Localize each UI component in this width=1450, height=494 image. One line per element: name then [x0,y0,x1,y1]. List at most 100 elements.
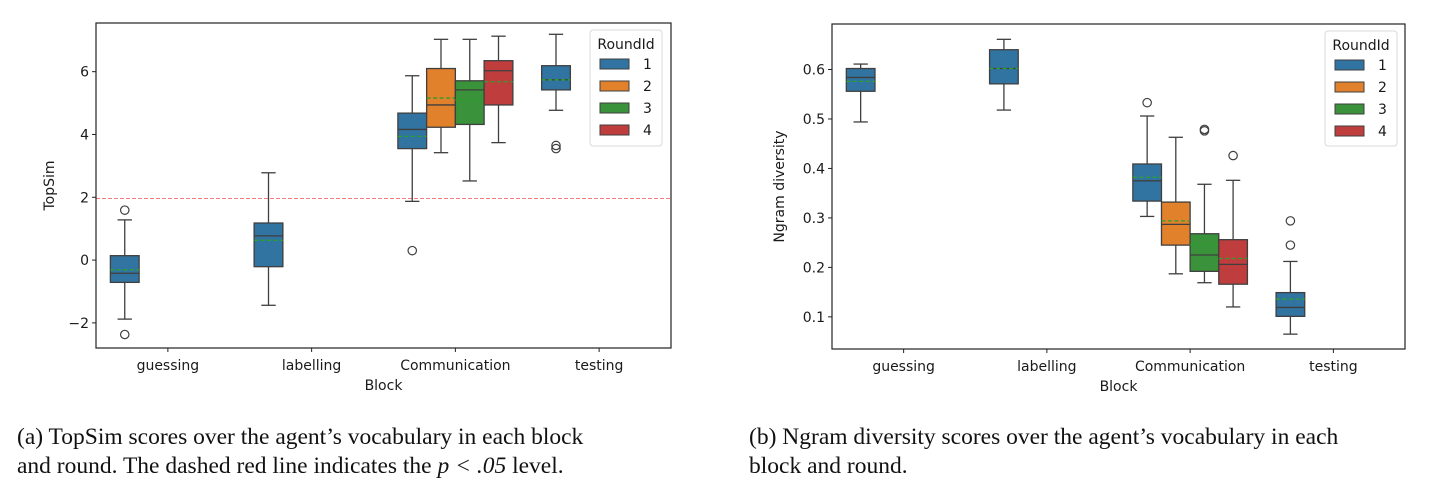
x-tick-label: testing [1309,359,1358,375]
legend-swatch [599,102,630,114]
y-tick-label: 0.6 [803,63,825,79]
x-tick-label: labelling [282,358,341,374]
box-communication-round-3 [454,38,485,182]
topsim-plot-marks [96,33,671,340]
topsim-chart: −2 0 2 4 6 guessing labelling Communication tes… [42,22,672,394]
legend-item-round-3: 3 [1334,102,1387,118]
topsim-plot-frame [95,22,672,349]
outlier-point [1285,240,1296,250]
box-guessing-round-1 [845,63,876,123]
box-communication-round-1 [1132,97,1163,218]
legend-swatch [599,58,630,70]
legend-label: 3 [643,101,652,117]
x-tick-label: testing [575,358,624,374]
outlier-point [119,329,130,340]
caption-a-line2-end: level. [506,453,564,479]
x-tick-label: Communication [1135,359,1245,375]
box-communication-round-1 [397,75,428,256]
iqr-box [1275,291,1306,318]
iqr-box [109,255,140,284]
legend-label: 3 [1378,102,1387,118]
outlier-point [1285,216,1296,226]
ngram-x-axis-label: Block [1100,379,1139,395]
iqr-box [454,80,485,126]
legend-label: 4 [1378,124,1387,140]
iqr-box [845,67,876,92]
ngram-y-axis: 0.1 0.2 0.3 0.4 0.5 0.6 [803,63,832,326]
iqr-box [1189,233,1220,272]
legend-item-round-3: 3 [599,101,652,117]
box-guessing-round-1 [109,205,140,340]
x-tick-label: labelling [1017,359,1076,375]
box-communication-round-4 [483,35,514,144]
y-tick-label: 0.3 [803,211,825,227]
iqr-box [1218,239,1249,285]
legend-item-round-2: 2 [599,79,652,95]
box-communication-round-2 [425,38,457,154]
iqr-box [397,112,428,150]
caption-b-line2: block and round. [749,453,908,479]
box-labelling-round-1 [988,38,1019,111]
iqr-box [540,65,572,91]
legend-item-round-4: 4 [1334,124,1387,140]
y-tick-label: 0.5 [803,112,825,128]
caption-a-line2: and round. The dashed red line indicates… [17,452,717,481]
legend-swatch [599,124,630,136]
topsim-y-axis-label: TopSim [42,160,58,211]
legend-label: 2 [1378,80,1387,96]
outlier-point [407,245,418,256]
legend-item-round-4: 4 [599,123,652,139]
box-communication-round-4 [1218,150,1249,308]
topsim-x-axis: guessing labelling Communication testing [137,348,624,374]
legend-swatch [1334,103,1365,115]
legend-label: 1 [643,57,652,73]
y-tick-label: 4 [80,127,89,143]
box-labelling-round-1 [253,172,284,306]
ngram-x-axis: guessing labelling Communication testing [872,349,1358,375]
y-tick-label: 0.2 [803,260,825,276]
box-communication-round-3 [1189,124,1220,284]
topsim-legend: RoundId 1 2 3 4 [589,29,663,147]
iqr-box [988,49,1019,85]
y-tick-label: 0.4 [803,161,825,177]
y-tick-label: 2 [80,190,89,206]
topsim-y-axis: −2 0 2 4 6 [68,65,96,332]
legend-item-round-1: 1 [599,57,652,73]
box-communication-round-2 [1160,136,1191,275]
iqr-box [1160,201,1191,246]
ngram-plot-marks [845,38,1306,335]
outlier-point [1142,97,1152,108]
caption-b-line1: (b) Ngram diversity scores over the agen… [749,424,1339,450]
y-tick-label: −2 [68,316,89,332]
outlier-point [1199,126,1210,136]
outlier-point [551,143,561,154]
box-testing-round-1 [540,33,572,154]
x-tick-label: guessing [137,358,200,374]
box-testing-round-1 [1275,216,1306,335]
topsim-legend-title: RoundId [597,37,654,53]
iqr-box [483,60,514,106]
ngram-chart: 0.1 0.2 0.3 0.4 0.5 0.6 guessing labelling Comm… [772,23,1406,395]
caption-a-math: p < .05 [437,453,507,479]
iqr-box [253,222,284,268]
outlier-point [119,205,130,215]
legend-swatch [1334,125,1365,137]
legend-swatch [599,80,630,92]
legend-swatch [1334,81,1365,93]
topsim-x-axis-label: Block [365,378,404,394]
caption-a-line1: (a) TopSim scores over the agent’s vocab… [17,424,584,450]
ngram-legend-title: RoundId [1332,38,1389,54]
legend-swatch [1334,59,1365,71]
ngram-plot-frame [831,23,1406,350]
caption-a-line2-text: and round. The dashed red line indicates… [17,453,438,479]
iqr-box [1132,163,1163,202]
legend-label: 2 [643,79,652,95]
caption-a: (a) TopSim scores over the agent’s vocab… [17,423,717,481]
y-tick-label: 0 [80,253,89,269]
legend-label: 1 [1378,58,1387,74]
legend-label: 4 [643,123,652,139]
x-tick-label: Communication [400,358,510,374]
ngram-legend: RoundId 1 2 3 4 [1324,30,1398,147]
y-tick-label: 6 [80,65,89,81]
